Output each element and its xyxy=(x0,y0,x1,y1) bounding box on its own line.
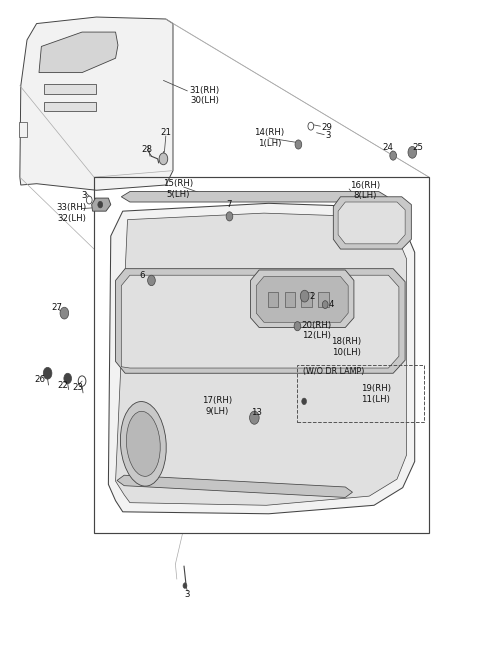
Polygon shape xyxy=(333,196,411,249)
Text: 33(RH)
32(LH): 33(RH) 32(LH) xyxy=(57,204,86,223)
Polygon shape xyxy=(116,269,405,373)
Circle shape xyxy=(323,301,328,309)
Text: 13: 13 xyxy=(251,408,262,417)
Polygon shape xyxy=(121,275,399,368)
Text: 24: 24 xyxy=(382,143,393,152)
Text: 14(RH)
1(LH): 14(RH) 1(LH) xyxy=(254,128,285,147)
Polygon shape xyxy=(20,17,173,190)
Circle shape xyxy=(43,367,52,379)
Circle shape xyxy=(60,307,69,319)
Text: 31(RH)
30(LH): 31(RH) 30(LH) xyxy=(190,86,220,105)
Circle shape xyxy=(250,411,259,424)
Circle shape xyxy=(302,398,307,405)
Text: 28: 28 xyxy=(141,145,152,154)
Text: 26: 26 xyxy=(35,375,46,384)
Polygon shape xyxy=(256,276,348,322)
Text: 3: 3 xyxy=(325,132,331,140)
Text: 16(RH)
8(LH): 16(RH) 8(LH) xyxy=(350,181,380,200)
Polygon shape xyxy=(19,122,27,137)
Polygon shape xyxy=(116,213,407,505)
Text: 3: 3 xyxy=(82,191,87,200)
Polygon shape xyxy=(338,202,405,244)
Text: 4: 4 xyxy=(328,300,334,309)
Text: 6: 6 xyxy=(139,271,144,280)
Polygon shape xyxy=(121,191,387,202)
Circle shape xyxy=(226,212,233,221)
Bar xyxy=(318,292,328,307)
Polygon shape xyxy=(251,270,354,328)
Bar xyxy=(285,292,295,307)
Circle shape xyxy=(294,322,301,331)
Polygon shape xyxy=(92,198,111,211)
Circle shape xyxy=(295,140,302,149)
Text: 18(RH)
10(LH): 18(RH) 10(LH) xyxy=(331,337,361,357)
Polygon shape xyxy=(117,476,352,497)
Polygon shape xyxy=(44,84,96,94)
Circle shape xyxy=(148,275,156,286)
Text: 29: 29 xyxy=(322,123,332,132)
Polygon shape xyxy=(108,203,415,514)
Circle shape xyxy=(390,151,396,160)
Text: 3: 3 xyxy=(185,590,190,599)
Circle shape xyxy=(98,201,103,208)
Text: 20(RH)
12(LH): 20(RH) 12(LH) xyxy=(301,321,331,341)
Text: 25: 25 xyxy=(412,143,423,152)
Text: 23: 23 xyxy=(73,383,84,392)
Circle shape xyxy=(408,147,417,159)
Circle shape xyxy=(64,373,72,384)
Text: 19(RH)
11(LH): 19(RH) 11(LH) xyxy=(360,384,391,404)
Text: 2: 2 xyxy=(309,291,314,301)
Text: 27: 27 xyxy=(52,303,63,312)
Ellipse shape xyxy=(126,411,160,476)
Bar xyxy=(298,365,424,422)
Bar xyxy=(268,292,278,307)
Text: 22: 22 xyxy=(58,381,69,390)
Circle shape xyxy=(300,290,309,302)
Text: 7: 7 xyxy=(226,200,232,209)
Text: 15(RH)
5(LH): 15(RH) 5(LH) xyxy=(163,179,193,198)
Polygon shape xyxy=(44,102,96,111)
Text: 17(RH)
9(LH): 17(RH) 9(LH) xyxy=(202,396,232,416)
Text: (W/O DR LAMP): (W/O DR LAMP) xyxy=(303,367,364,377)
Ellipse shape xyxy=(120,402,166,486)
Circle shape xyxy=(183,583,187,588)
Circle shape xyxy=(159,153,168,165)
Polygon shape xyxy=(39,32,118,73)
Text: 21: 21 xyxy=(160,128,171,138)
Bar xyxy=(301,292,312,307)
